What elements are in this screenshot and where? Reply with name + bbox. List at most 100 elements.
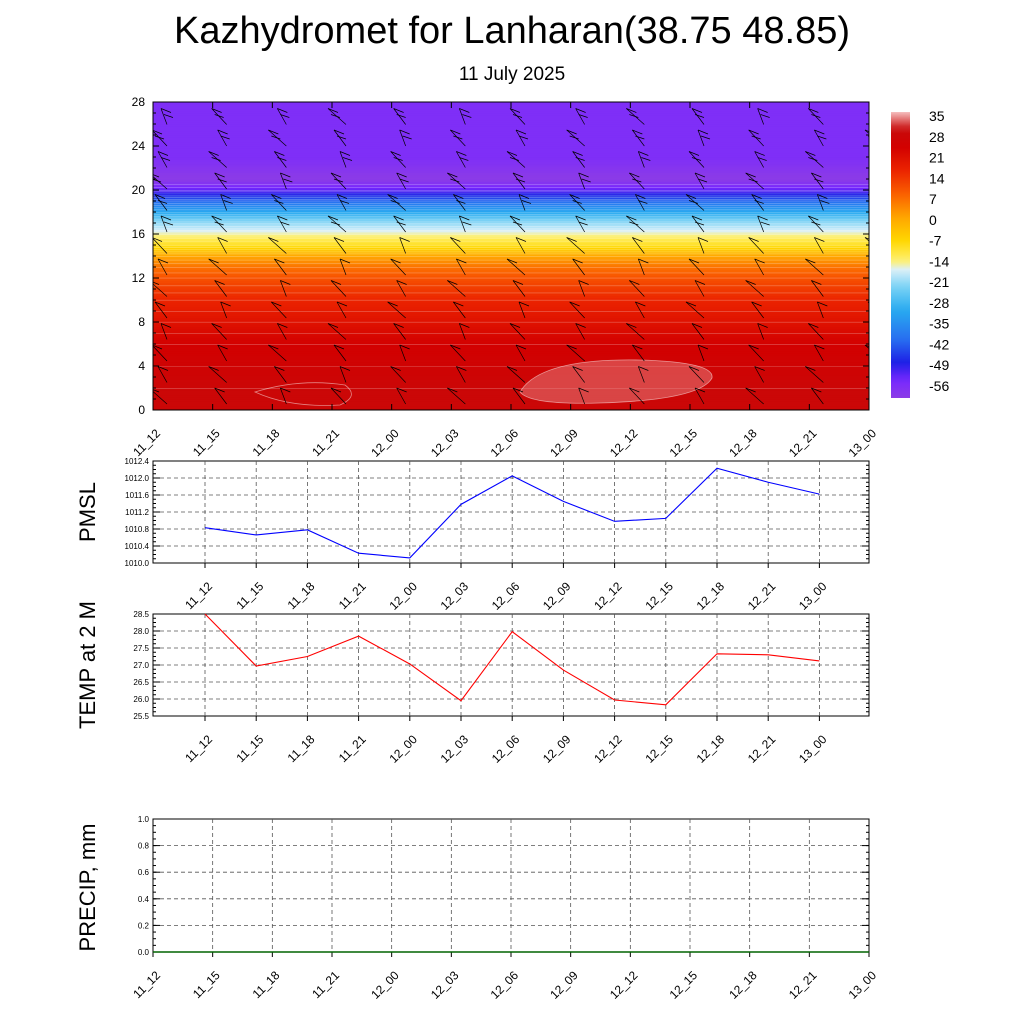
wind-barb-flag (336, 194, 348, 199)
wind-barb (339, 366, 347, 383)
wind-barb-flag (629, 280, 640, 285)
wind-barb-flag (220, 301, 231, 307)
wind-barb (277, 215, 287, 233)
wind-barb-flag (274, 151, 285, 156)
wind-barb-flag (697, 344, 709, 350)
wind-barb (754, 258, 764, 276)
heatmap-band (153, 269, 869, 272)
heatmap-band (153, 379, 869, 382)
wind-barb (447, 387, 466, 405)
x-tick-label: 11_18 (285, 579, 318, 612)
wind-barb-flag (871, 259, 881, 263)
y-tick-label: 27.5 (133, 644, 149, 653)
wind-barb-flag (447, 387, 458, 393)
wind-barb-flag (512, 387, 524, 393)
wind-barb-flag (280, 221, 290, 226)
wind-barb-flag (220, 194, 231, 199)
wind-barb-flag (153, 389, 160, 393)
wind-barb-flag (518, 194, 530, 199)
wind-barb (691, 108, 705, 125)
colorbar-label: -7 (929, 233, 942, 249)
wind-barb-flag (638, 151, 649, 156)
wind-barb-flag (566, 129, 577, 135)
heatmap-band (153, 253, 869, 257)
wind-barb (575, 108, 585, 125)
x-tick-label: 12_18 (694, 732, 728, 766)
wind-barb-flag (211, 108, 222, 113)
x-tick-label: 12_00 (386, 732, 420, 766)
wind-barb-flag (688, 200, 699, 204)
wind-barb (688, 366, 705, 383)
wind-barb (805, 258, 824, 276)
x-tick-label: 11_21 (309, 968, 342, 1001)
heatmap-band (153, 240, 869, 244)
heatmap-band (153, 203, 869, 206)
heatmap-band (153, 337, 869, 341)
wind-barb-flag (632, 237, 643, 242)
wind-barb-flag (572, 366, 583, 371)
wind-barb-flag (694, 114, 705, 118)
chart-title: Kazhydromet for Lanharan(38.75 48.85) (174, 10, 850, 52)
wind-barb (808, 108, 824, 125)
heatmap-band (153, 282, 869, 286)
heatmap-band (153, 220, 869, 224)
wind-barb (572, 151, 585, 168)
wind-barb (447, 280, 466, 297)
wind-barb-flag (396, 280, 407, 285)
wind-barb-flag (456, 151, 467, 156)
wind-barb (214, 280, 227, 297)
wind-barb-flag (339, 200, 350, 204)
heatmap-band (153, 218, 869, 222)
wind-barb-flag (572, 200, 582, 204)
x-tick-label: 11_15 (233, 732, 266, 765)
wind-barb (277, 323, 287, 340)
wind-barb (153, 238, 168, 254)
wind-barb-flag (641, 157, 651, 161)
wind-barb (450, 129, 466, 147)
heatmap-panel: 0 4 8 12 16 20 24 28 11_12 11_15 11_18 11_21 12_00 12… (130, 95, 949, 460)
heatmap-band (153, 330, 869, 334)
wind-barb-flag (447, 172, 458, 178)
wind-barb-flag (512, 172, 524, 178)
heatmap-band (153, 168, 869, 171)
heatmap-band (153, 377, 869, 380)
wind-barb-flag (629, 221, 639, 226)
wind-barb (393, 323, 406, 340)
wind-barb-flag (572, 151, 583, 156)
heatmap-band (153, 234, 869, 237)
heatmap-band (153, 370, 869, 374)
wind-barb-flag (208, 151, 219, 156)
heatmap-band (153, 313, 869, 316)
wind-barb-flag (694, 172, 706, 178)
x-tick-label: 12_03 (428, 426, 462, 460)
heatmap-band (153, 284, 869, 288)
heatmap-band (153, 273, 869, 277)
wind-barb-flag (566, 344, 577, 350)
wind-barb-flag (880, 179, 889, 182)
x-tick-label: 13_00 (846, 968, 880, 1002)
x-tick-label: 12_06 (489, 579, 523, 613)
heatmap-band (153, 352, 869, 356)
heatmap-band (153, 258, 869, 261)
y-tick-label: 28 (132, 95, 146, 109)
wind-barb-flag (578, 221, 588, 226)
heatmap-band (153, 238, 869, 242)
wind-barb-flag (154, 135, 165, 140)
wind-barb (390, 258, 406, 276)
wind-barb (509, 108, 526, 125)
wind-barb (757, 323, 764, 340)
wind-barb-flag (157, 258, 169, 264)
heatmap-band (153, 278, 869, 281)
wind-barb (336, 301, 347, 319)
heatmap-band (153, 350, 869, 354)
x-tick-label: 12_03 (438, 732, 472, 766)
wind-barb-flag (814, 344, 825, 350)
wind-barb (864, 344, 869, 350)
wind-barb (688, 258, 705, 276)
y-tick-label: 1012.4 (125, 457, 150, 466)
wind-barb-flag (864, 344, 869, 347)
y-tick-label: 28.0 (133, 627, 149, 636)
wind-barb (697, 344, 705, 362)
wind-barb (512, 172, 526, 190)
wind-barb (217, 237, 227, 254)
